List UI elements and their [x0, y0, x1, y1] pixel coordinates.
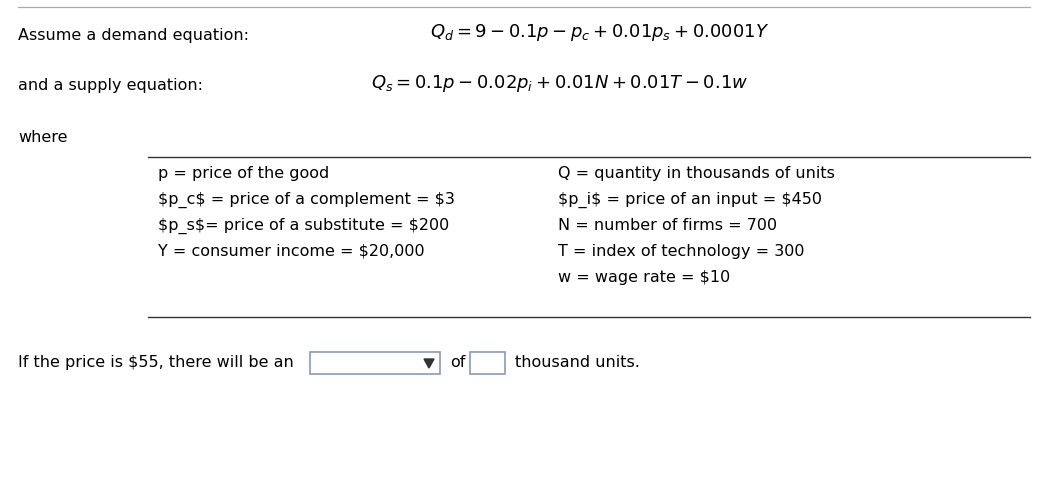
- Bar: [470, 352, 505, 374]
- Bar: [310, 352, 440, 374]
- Text: $Q_d = 9 - 0.1p - p_c + 0.01p_s + 0.0001Y$: $Q_d = 9 - 0.1p - p_c + 0.01p_s + 0.0001…: [431, 22, 769, 43]
- Text: where: where: [18, 130, 67, 145]
- Text: w = wage rate = $10: w = wage rate = $10: [558, 270, 730, 285]
- Text: T = index of technology = 300: T = index of technology = 300: [558, 243, 805, 258]
- Text: If the price is $55, there will be an: If the price is $55, there will be an: [18, 354, 293, 369]
- Text: $p_s$= price of a substitute = $200: $p_s$= price of a substitute = $200: [158, 217, 450, 234]
- Text: Y = consumer income = $20,000: Y = consumer income = $20,000: [158, 243, 424, 258]
- Text: Assume a demand equation:: Assume a demand equation:: [18, 28, 249, 43]
- Polygon shape: [424, 359, 434, 368]
- Text: $Q_s = 0.1p - 0.02p_i + 0.01N + 0.01T - 0.1w$: $Q_s = 0.1p - 0.02p_i + 0.01N + 0.01T - …: [371, 73, 748, 94]
- Text: thousand units.: thousand units.: [515, 354, 640, 369]
- Text: $p_i$ = price of an input = $450: $p_i$ = price of an input = $450: [558, 192, 822, 208]
- Text: and a supply equation:: and a supply equation:: [18, 78, 203, 93]
- Text: Q = quantity in thousands of units: Q = quantity in thousands of units: [558, 166, 835, 181]
- Text: of: of: [450, 354, 465, 369]
- Text: N = number of firms = 700: N = number of firms = 700: [558, 217, 778, 232]
- Text: p = price of the good: p = price of the good: [158, 166, 329, 181]
- Text: $p_c$ = price of a complement = $3: $p_c$ = price of a complement = $3: [158, 192, 455, 208]
